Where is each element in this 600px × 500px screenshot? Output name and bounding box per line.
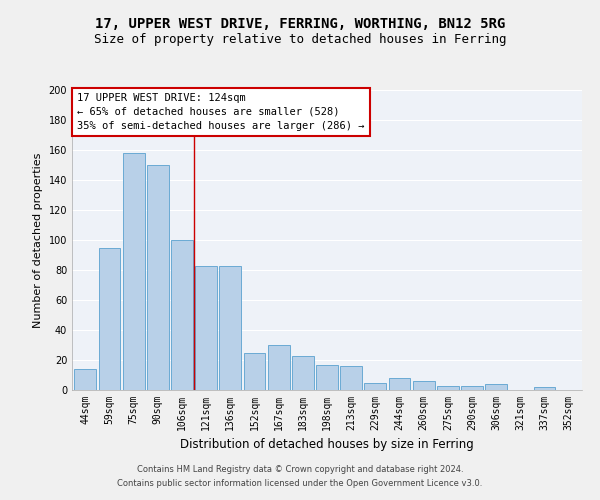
Bar (123, 153, 145, 390)
X-axis label: Distribution of detached houses by size in Ferring: Distribution of detached houses by size … (180, 438, 474, 452)
Bar (147, 165, 169, 390)
Bar (533, 387, 556, 390)
Bar (74, 369, 96, 390)
Bar (195, 266, 217, 390)
Bar (389, 378, 410, 390)
Bar (220, 266, 241, 390)
Text: Size of property relative to detached houses in Ferring: Size of property relative to detached ho… (94, 32, 506, 46)
Bar (437, 386, 459, 390)
Y-axis label: Number of detached properties: Number of detached properties (33, 152, 43, 328)
Bar (485, 384, 507, 390)
Bar (461, 386, 483, 390)
Bar (364, 382, 386, 390)
Bar (268, 345, 290, 390)
Bar (292, 356, 314, 390)
Text: 17 UPPER WEST DRIVE: 124sqm
← 65% of detached houses are smaller (528)
35% of se: 17 UPPER WEST DRIVE: 124sqm ← 65% of det… (77, 93, 365, 131)
Text: 17, UPPER WEST DRIVE, FERRING, WORTHING, BN12 5RG: 17, UPPER WEST DRIVE, FERRING, WORTHING,… (95, 18, 505, 32)
Bar (244, 352, 265, 390)
Bar (171, 240, 193, 390)
Bar (98, 248, 121, 390)
Text: Contains HM Land Registry data © Crown copyright and database right 2024.
Contai: Contains HM Land Registry data © Crown c… (118, 466, 482, 487)
Bar (316, 364, 338, 390)
Bar (340, 366, 362, 390)
Bar (413, 381, 434, 390)
